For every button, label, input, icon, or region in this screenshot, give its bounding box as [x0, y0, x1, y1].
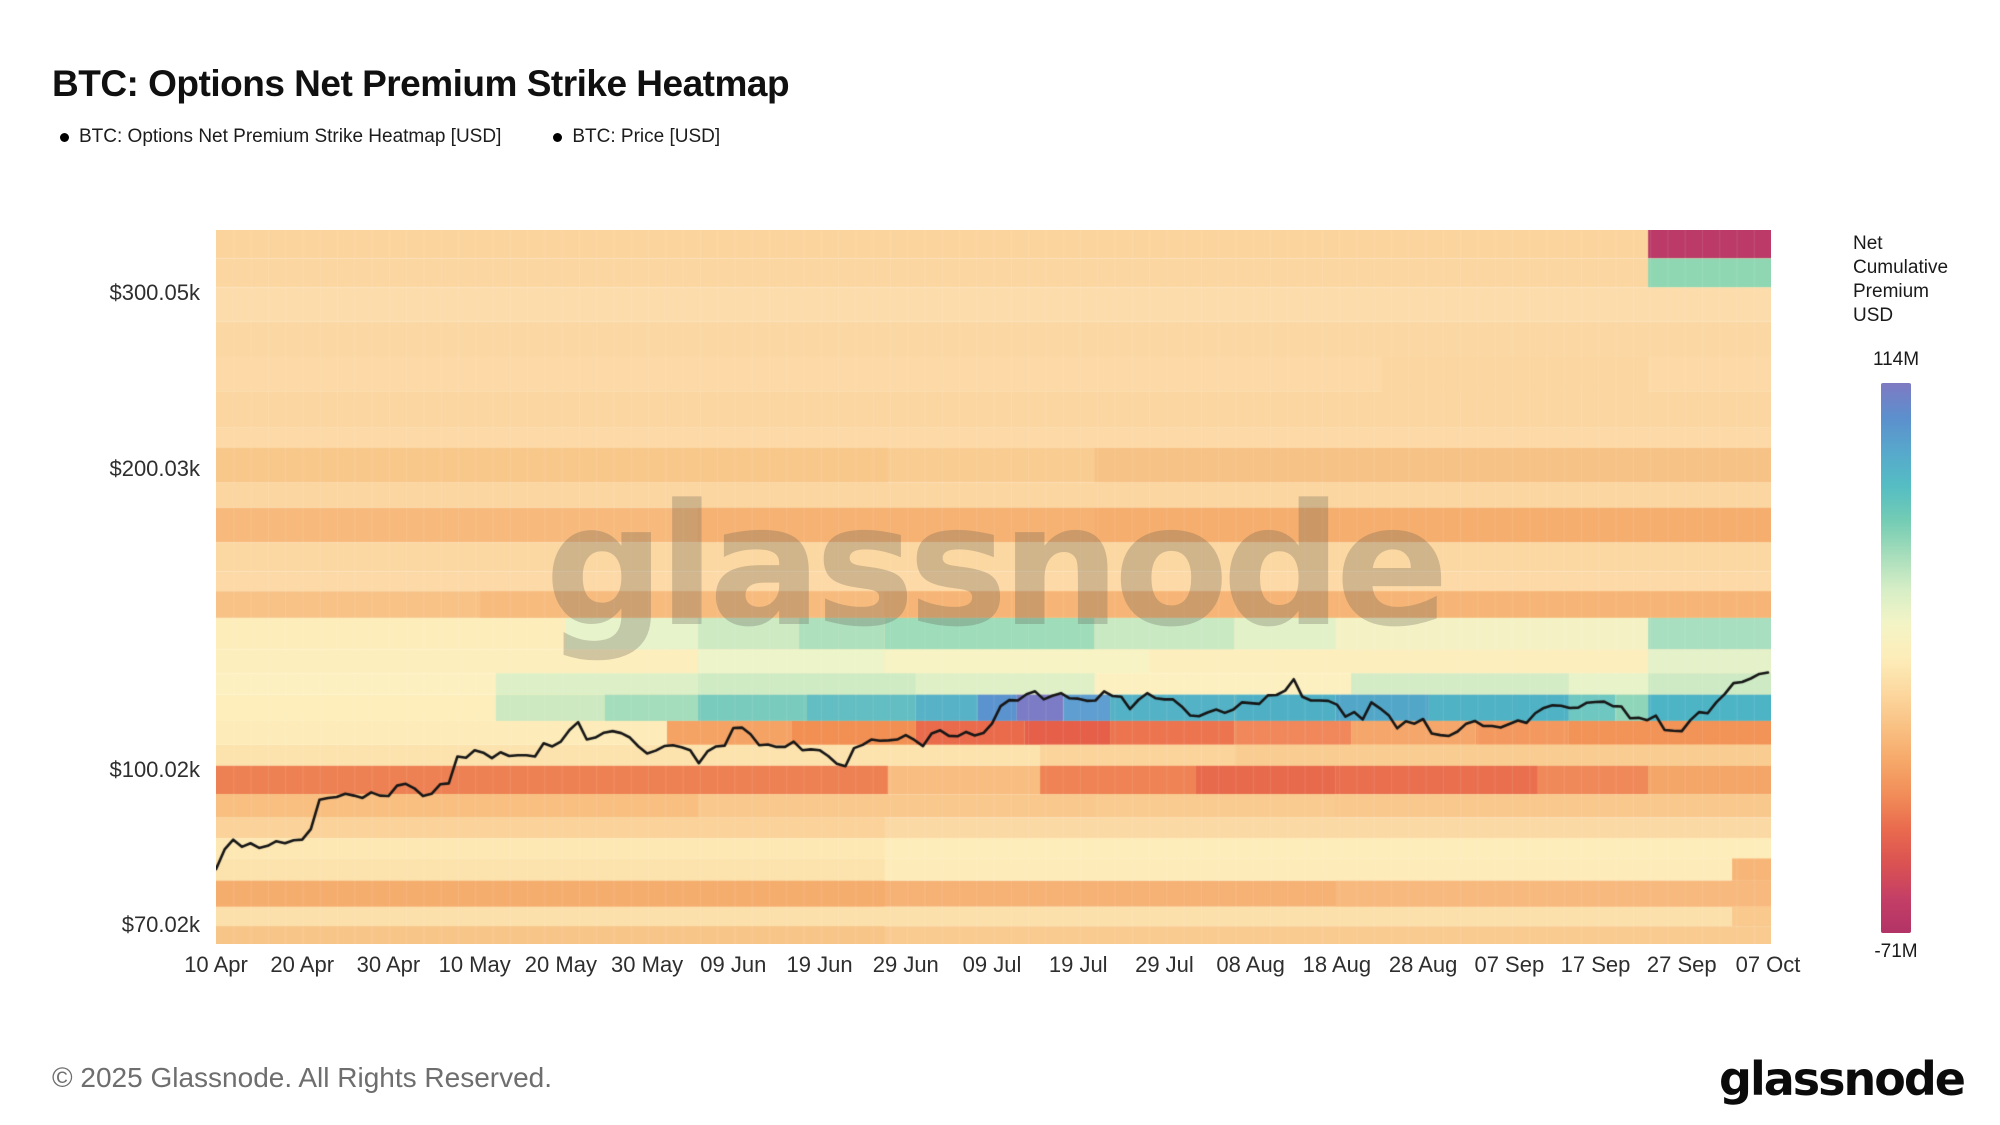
- x-tick-label: 07 Oct: [1735, 952, 1801, 977]
- x-tick-label: 20 Apr: [270, 952, 335, 977]
- x-tick-label: 30 Apr: [356, 952, 421, 977]
- colorbar-gradient: [1881, 383, 1911, 933]
- y-tick-label: $70.02k: [121, 911, 200, 937]
- legend-marker-icon: [60, 132, 69, 142]
- colorbar-title: Net Cumulative Premium USD: [1853, 232, 1948, 328]
- legend-item-price[interactable]: BTC: Price [USD]: [553, 126, 720, 148]
- chart-legend: BTC: Options Net Premium Strike Heatmap …: [60, 126, 720, 148]
- x-tick-label: 29 Jul: [1135, 952, 1194, 977]
- x-tick-label: 17 Sep: [1560, 952, 1631, 977]
- x-tick-label: 30 May: [611, 952, 684, 977]
- x-tick-label: 20 May: [524, 952, 597, 977]
- y-tick-label: $100.02k: [109, 757, 200, 783]
- x-tick-label: 07 Sep: [1474, 952, 1545, 977]
- x-tick-label: 18 Aug: [1302, 952, 1372, 977]
- legend-item-heatmap[interactable]: BTC: Options Net Premium Strike Heatmap …: [60, 126, 501, 148]
- heatmap-plot[interactable]: glassnode: [216, 230, 1771, 944]
- colorbar-title-line: Net: [1853, 233, 1883, 254]
- x-tick-label: 09 Jul: [962, 952, 1022, 977]
- glassnode-logo: glassnode: [1719, 1052, 1966, 1106]
- colorbar-max-label: 114M: [1872, 349, 1920, 370]
- y-tick-label: $300.05k: [109, 280, 200, 306]
- colorbar-min-label: -71M: [1874, 941, 1918, 962]
- y-tick-label: $200.03k: [109, 456, 200, 482]
- x-tick-label: 08 Aug: [1216, 952, 1285, 977]
- x-tick-label: 10 May: [438, 952, 511, 977]
- colorbar-title-line: USD: [1853, 305, 1894, 326]
- x-tick-label: 09 Jun: [700, 952, 767, 977]
- x-tick-label: 27 Sep: [1646, 952, 1717, 977]
- x-tick-label: 19 Jul: [1048, 952, 1108, 977]
- legend-label-heatmap: BTC: Options Net Premium Strike Heatmap …: [79, 126, 502, 147]
- footer-copyright: © 2025 Glassnode. All Rights Reserved.: [52, 1062, 553, 1093]
- x-tick-label: 19 Jun: [786, 952, 853, 977]
- legend-label-price: BTC: Price [USD]: [572, 126, 721, 147]
- colorbar-title-line: Premium: [1853, 281, 1930, 302]
- page-title: BTC: Options Net Premium Strike Heatmap: [52, 62, 790, 104]
- x-tick-label: 28 Aug: [1388, 952, 1458, 977]
- colorbar-title-line: Cumulative: [1853, 257, 1949, 278]
- x-tick-label: 29 Jun: [872, 952, 939, 977]
- legend-marker-icon: [553, 132, 563, 142]
- x-tick-label: 10 Apr: [184, 952, 248, 977]
- heatmap-canvas[interactable]: [216, 230, 1771, 944]
